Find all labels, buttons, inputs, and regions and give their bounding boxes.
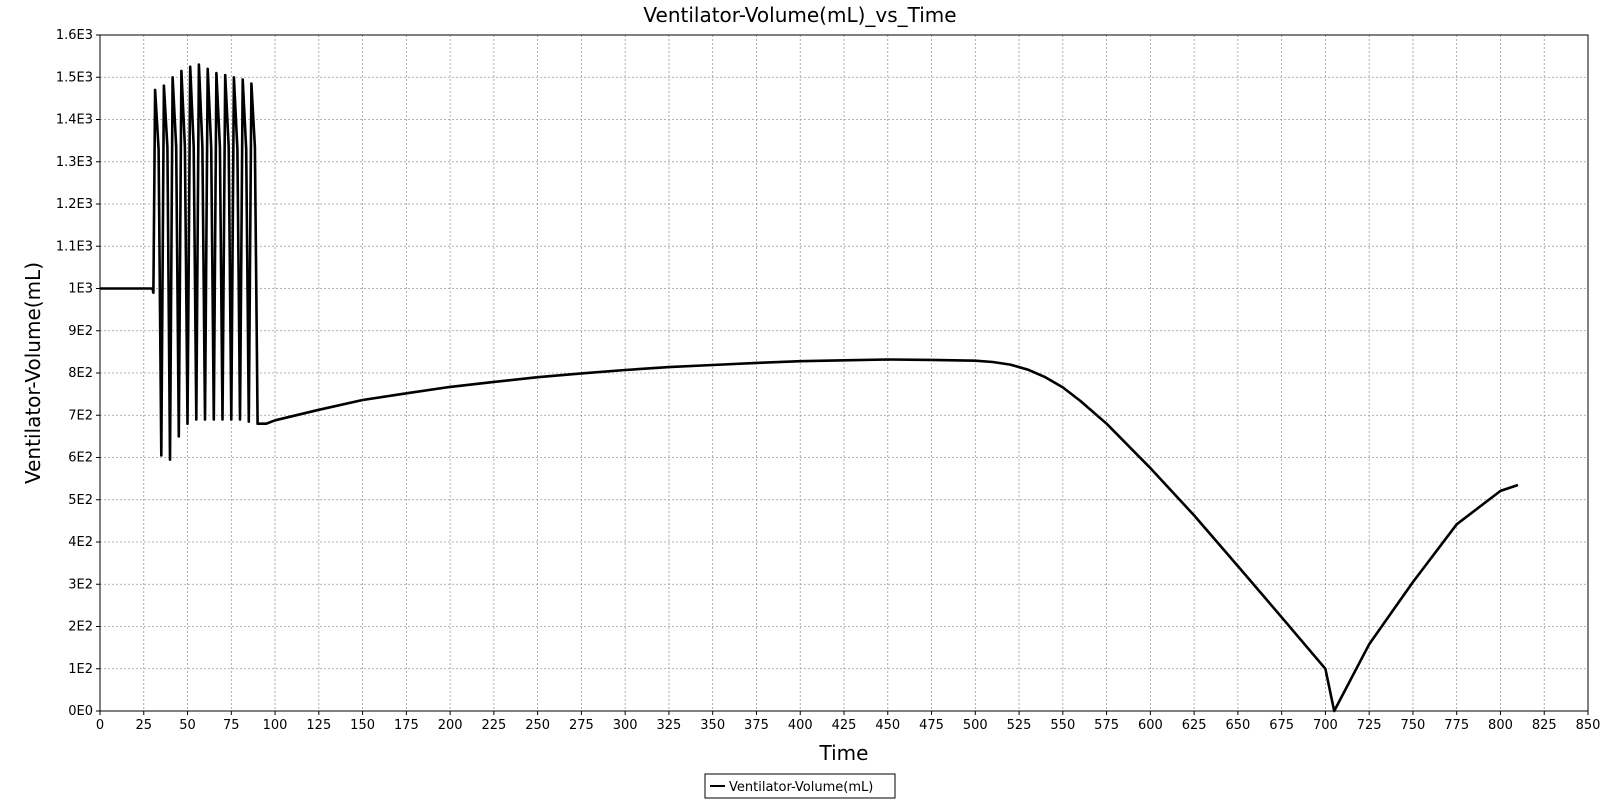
- y-axis-title: Ventilator-Volume(mL): [21, 262, 45, 484]
- x-tick-label: 550: [1050, 718, 1075, 733]
- x-tick-label: 450: [875, 718, 900, 733]
- x-tick-label: 250: [525, 718, 550, 733]
- y-tick-label: 4E2: [68, 535, 93, 550]
- x-axis: 0 25 50 75 100 125 150 175 200 225 250 275 300 325 350…: [96, 711, 1600, 733]
- x-tick-label: 75: [223, 718, 240, 733]
- x-axis-title: Time: [819, 741, 869, 765]
- x-tick-label: 500: [963, 718, 988, 733]
- x-tick-label: 125: [306, 718, 331, 733]
- y-tick-label: 9E2: [68, 324, 93, 339]
- x-tick-label: 375: [744, 718, 769, 733]
- y-tick-label: 2E2: [68, 620, 93, 635]
- x-tick-label: 225: [481, 718, 506, 733]
- x-tick-label: 650: [1225, 718, 1250, 733]
- x-tick-label: 100: [263, 718, 288, 733]
- x-tick-label: 575: [1094, 718, 1119, 733]
- x-tick-label: 300: [613, 718, 638, 733]
- x-tick-label: 775: [1444, 718, 1469, 733]
- x-tick-label: 700: [1313, 718, 1338, 733]
- y-tick-label: 3E2: [68, 577, 93, 592]
- x-tick-label: 0: [96, 718, 104, 733]
- x-tick-label: 25: [135, 718, 152, 733]
- x-tick-label: 400: [788, 718, 813, 733]
- y-tick-label: 6E2: [68, 451, 93, 466]
- x-tick-label: 625: [1182, 718, 1207, 733]
- y-tick-label: 1.3E3: [56, 155, 93, 170]
- y-tick-label: 8E2: [68, 366, 93, 381]
- series-layer: [100, 63, 1519, 713]
- legend-label: Ventilator-Volume(mL): [729, 780, 873, 795]
- chart-title: Ventilator-Volume(mL)_vs_Time: [643, 3, 956, 27]
- x-tick-label: 350: [700, 718, 725, 733]
- x-tick-label: 525: [1007, 718, 1032, 733]
- grid: [100, 35, 1588, 711]
- x-tick-label: 750: [1401, 718, 1426, 733]
- y-tick-label: 1.6E3: [56, 28, 93, 43]
- y-tick-label: 1.2E3: [56, 197, 93, 212]
- x-tick-label: 800: [1488, 718, 1513, 733]
- y-tick-label: 1.5E3: [56, 70, 93, 85]
- x-tick-label: 425: [832, 718, 857, 733]
- x-tick-label: 850: [1576, 718, 1600, 733]
- x-tick-label: 825: [1532, 718, 1557, 733]
- y-tick-label: 7E2: [68, 408, 93, 423]
- x-tick-label: 50: [179, 718, 196, 733]
- x-tick-label: 200: [438, 718, 463, 733]
- y-tick-label: 1E3: [68, 282, 93, 297]
- y-axis: 0E0 1E2 2E2 3E2 4E2 5E2 6E2 7E2 8E2 9E2 1E3 1.1E3 1.…: [56, 28, 100, 719]
- legend-box: [704, 773, 896, 799]
- x-tick-label: 175: [394, 718, 419, 733]
- y-tick-label: 0E0: [68, 704, 93, 719]
- x-tick-label: 725: [1357, 718, 1382, 733]
- legend: Ventilator-Volume(mL): [704, 773, 896, 799]
- y-tick-label: 1.1E3: [56, 239, 93, 254]
- y-tick-label: 1E2: [68, 662, 93, 677]
- y-tick-label: 1.4E3: [56, 113, 93, 128]
- x-tick-label: 675: [1269, 718, 1294, 733]
- x-tick-label: 150: [350, 718, 375, 733]
- x-tick-label: 475: [919, 718, 944, 733]
- x-tick-label: 275: [569, 718, 594, 733]
- series-line-0: [100, 63, 1519, 713]
- y-tick-label: 5E2: [68, 493, 93, 508]
- x-tick-label: 600: [1138, 718, 1163, 733]
- x-tick-label: 325: [657, 718, 682, 733]
